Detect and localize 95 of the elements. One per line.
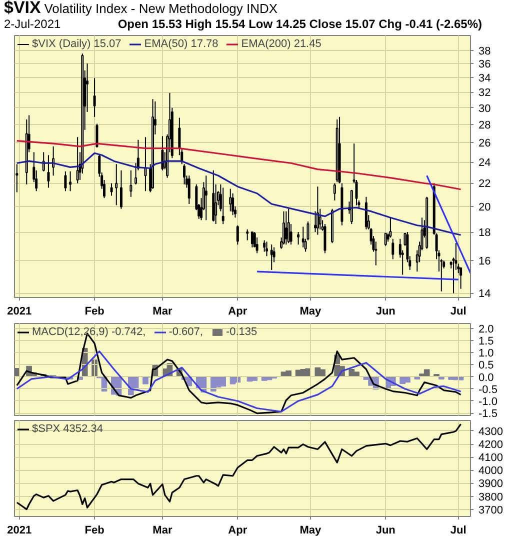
- y-tick-label: 0.5: [478, 360, 494, 372]
- x-tick-label: Mar: [152, 524, 173, 536]
- chart-subtitle: Volatility Index - New Methodology INDX: [44, 1, 278, 16]
- line-series: [16, 423, 462, 510]
- y-tick-label: 1.0: [478, 348, 494, 360]
- candlestick: [64, 170, 67, 192]
- x-tick-label: 2021: [7, 306, 32, 318]
- y-tick-label: 28: [478, 120, 491, 132]
- candlestick: [232, 192, 234, 216]
- candlestick: [266, 241, 268, 257]
- candlestick: [316, 186, 319, 236]
- candlestick: [287, 208, 290, 244]
- candlestick: [47, 154, 50, 188]
- candlestick: [93, 78, 96, 118]
- candlestick: [120, 170, 122, 210]
- y-tick-label: 3700: [478, 504, 503, 516]
- bar: [438, 376, 444, 380]
- chart-title: $VIX: [4, 0, 41, 17]
- legend-label: MACD(12,26,9) -0.742,: [32, 326, 146, 338]
- x-tick-label: Feb: [84, 306, 105, 318]
- x-tick-label: Jun: [376, 524, 396, 536]
- candlestick: [392, 238, 394, 260]
- y-tick-label: -1.5: [478, 408, 498, 420]
- x-tick-label: 2021: [7, 524, 32, 536]
- candlestick: [389, 217, 392, 238]
- candlestick: [183, 164, 186, 185]
- candlestick: [284, 210, 288, 245]
- candlestick: [364, 196, 368, 230]
- y-tick-label: 2.0: [478, 323, 494, 336]
- candlestick: [161, 136, 164, 171]
- y-tick-label: 24: [478, 157, 491, 170]
- candlestick: [115, 164, 118, 206]
- candlestick: [96, 123, 98, 148]
- y-tick-label: 26: [478, 138, 491, 150]
- candlestick: [246, 228, 249, 241]
- y-tick-label: 36: [478, 58, 491, 71]
- y-tick-label: 3900: [478, 478, 503, 490]
- y-tick-label: -0.5: [478, 384, 498, 396]
- candlestick: [110, 182, 113, 196]
- x-tick-label: Jun: [376, 306, 396, 318]
- legend-label: $SPX 4352.34: [32, 423, 103, 435]
- y-tick-label: 32: [478, 87, 491, 100]
- line-series: [16, 350, 462, 412]
- candlestick: [250, 232, 254, 248]
- y-tick-label: 1.5: [478, 335, 494, 348]
- y-tick-label: 4100: [478, 452, 503, 464]
- candlestick: [302, 226, 304, 248]
- x-tick-label: May: [300, 524, 322, 536]
- y-tick-label: 14: [478, 288, 491, 300]
- y-tick-label: 4300: [478, 426, 503, 438]
- legend-label: -0.135: [226, 326, 258, 338]
- y-tick-label: 4200: [478, 439, 503, 452]
- y-tick-label: 22: [478, 178, 491, 190]
- x-tick-label: Jul: [450, 306, 466, 318]
- candlestick: [236, 224, 239, 245]
- y-tick-label: 30: [478, 102, 491, 115]
- y-tick-label: 4000: [478, 465, 503, 478]
- candlestick: [270, 244, 273, 270]
- legend-label: EMA(50) 17.78: [144, 38, 218, 50]
- legend-label: -0.607,: [168, 326, 203, 338]
- line-series: [16, 152, 462, 236]
- candlestick: [460, 267, 462, 290]
- bar: [414, 376, 420, 380]
- candlestick: [263, 240, 266, 252]
- candlestick: [282, 210, 285, 245]
- legend-label: $VIX (Daily) 15.07: [32, 38, 122, 50]
- text: Open 15.53 High 15.54 Low 14.25 Close 15.07 Chg -0.41 (-2.65%): [118, 17, 482, 32]
- x-tick-label: Feb: [84, 524, 105, 536]
- x-tick-label: Mar: [152, 306, 173, 318]
- candlestick: [69, 170, 72, 192]
- y-tick-label: 16: [478, 256, 491, 268]
- text: 2-Jul-2021: [4, 17, 61, 32]
- y-tick-label: 3800: [478, 491, 503, 504]
- candlestick: [204, 175, 208, 221]
- candlestick: [384, 232, 387, 246]
- y-tick-label: 18: [478, 227, 491, 240]
- candlestick: [324, 224, 326, 254]
- x-tick-label: Apr: [228, 524, 248, 536]
- candlestick: [188, 175, 190, 204]
- candlestick: [130, 170, 132, 198]
- x-tick-label: May: [300, 306, 322, 318]
- y-tick-label: 38: [478, 45, 491, 58]
- candlestick: [76, 136, 79, 184]
- candlestick: [297, 232, 300, 245]
- y-tick-label: 34: [478, 72, 491, 84]
- legend-label: EMA(200) 21.45: [241, 38, 322, 50]
- candlestick: [16, 164, 18, 193]
- x-tick-label: Jul: [450, 524, 466, 536]
- y-tick-label: 0.0: [478, 372, 494, 384]
- candlestick: [222, 187, 224, 225]
- candlestick: [333, 182, 336, 201]
- y-tick-label: -1.0: [478, 396, 498, 408]
- x-tick-label: Apr: [228, 306, 248, 318]
- y-tick-label: 20: [478, 201, 491, 214]
- candlestick: [229, 188, 232, 212]
